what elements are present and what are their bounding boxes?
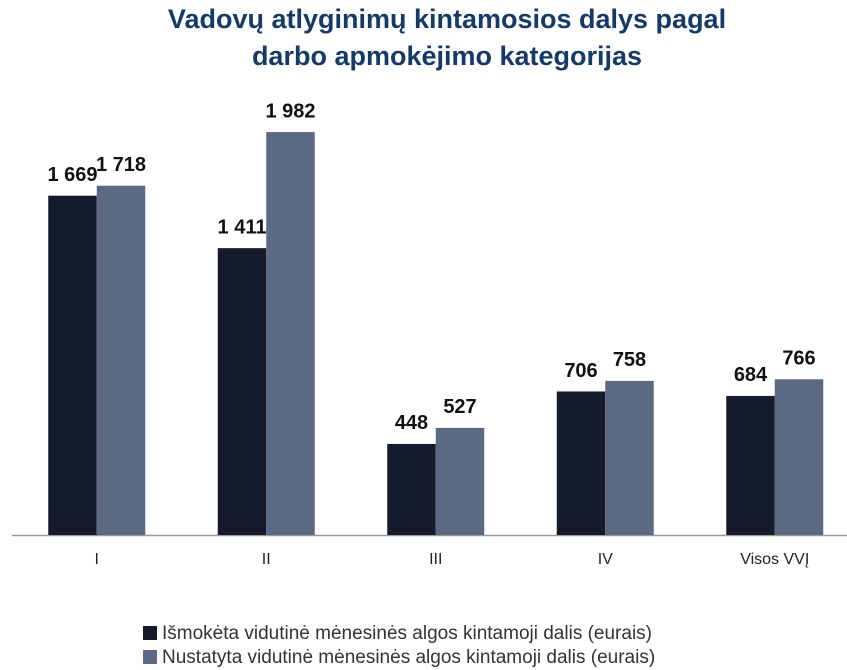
x-tick-label: III [429,551,442,568]
value-label: 527 [443,396,476,418]
bar [556,391,606,535]
chart-title: Vadovų atlyginimų kintamosios dalys paga… [168,4,726,34]
x-tick-label: Visos VVĮ [740,551,809,568]
value-label: 684 [734,364,768,386]
value-label: 1 982 [265,100,315,122]
legend-swatch [143,626,157,640]
bar [726,395,775,535]
bar [774,379,824,535]
chart-title: darbo apmokėjimo kategorijas [252,41,642,71]
value-label: 1 669 [47,164,97,186]
x-tick-label: II [262,551,271,568]
value-label: 448 [395,412,428,434]
value-label: 1 718 [96,154,146,176]
x-tick-label: IV [598,551,613,568]
value-label: 766 [782,348,815,370]
bar [96,185,146,536]
bar [435,427,485,535]
bar [217,248,267,535]
value-label: 758 [613,349,646,371]
legend-label: Nustatyta vidutinė mėnesinės algos kinta… [162,647,655,668]
legend-swatch [143,650,157,664]
x-tick-label: I [95,551,99,568]
bar [48,195,97,535]
legend-label: Išmokėta vidutinė mėnesinės algos kintam… [162,623,652,644]
value-label: 706 [564,360,597,382]
value-label: 1 411 [218,216,267,238]
bar [266,132,315,536]
bar [387,443,436,535]
bar [605,380,654,535]
